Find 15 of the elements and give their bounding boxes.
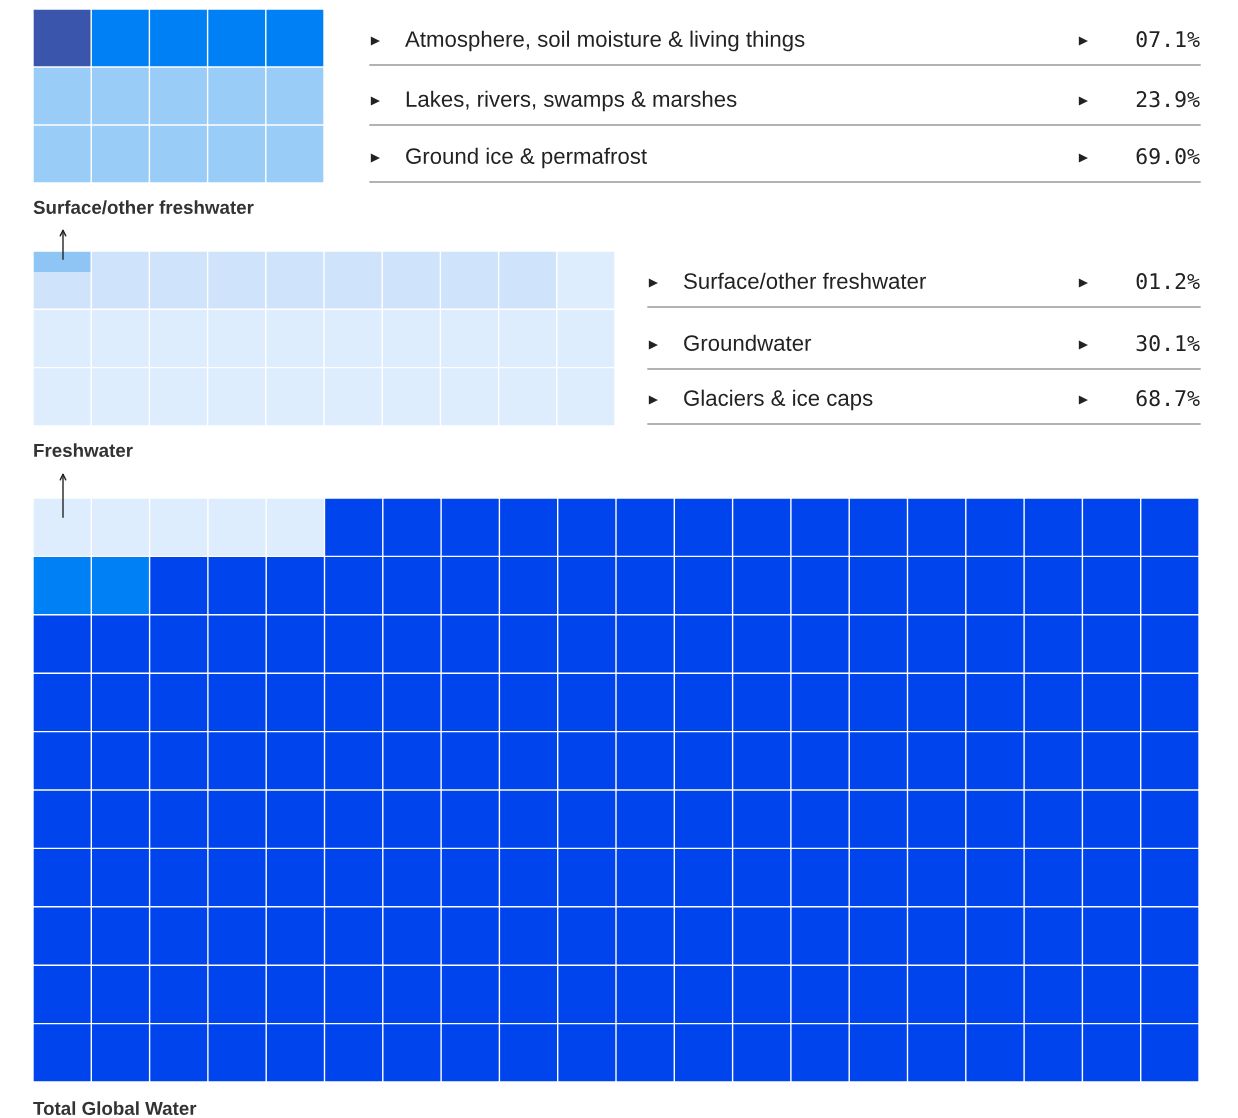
- category-label: Groundwater: [684, 334, 812, 351]
- category-label: Surface/other freshwater: [684, 272, 926, 289]
- data-label: 30.1%: [1136, 335, 1200, 352]
- data-label: 07.1%: [1136, 31, 1200, 48]
- data-label: 23.9%: [1136, 91, 1200, 108]
- category-label: Lakes, rivers, swamps & marshes: [406, 90, 737, 112]
- category-label: Glaciers & ice caps: [684, 389, 873, 411]
- text: Total Global Water: [33, 1101, 197, 1116]
- category-label: Atmosphere, soil moisture & living things: [405, 30, 805, 52]
- category-label: Ground ice & permafrost: [406, 147, 647, 169]
- data-label: 01.2%: [1136, 273, 1200, 290]
- text: Surface/other freshwater: [33, 200, 254, 215]
- data-label: 68.7%: [1136, 390, 1200, 407]
- data-label: 69.0%: [1136, 148, 1200, 165]
- text: Freshwater: [34, 443, 133, 458]
